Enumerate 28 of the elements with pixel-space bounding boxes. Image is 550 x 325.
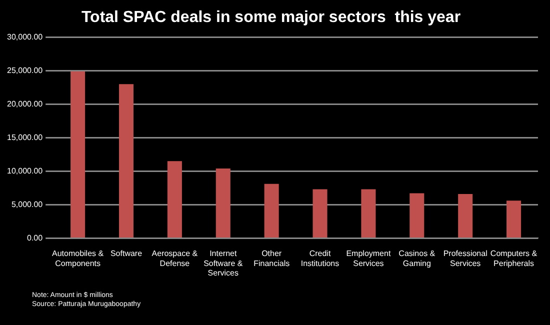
x-tick-label: Credit Institutions: [300, 249, 340, 268]
y-tick-label: 25,000.00: [6, 66, 44, 75]
bar: [264, 184, 279, 238]
x-tick-label: Aerospace & Defense: [152, 249, 198, 268]
x-tick-label: Computers & Peripherals: [490, 249, 538, 268]
chart-title: Total SPAC deals in some major sectors this year: [81, 9, 461, 26]
bar: [167, 161, 182, 238]
x-tick-label: Professional Services: [443, 249, 488, 268]
y-tick-label: 10,000.00: [6, 166, 44, 176]
bar: [118, 84, 134, 238]
bar: [506, 200, 522, 238]
x-tick-label: Software: [110, 249, 143, 258]
y-tick-label: 30,000.00: [6, 32, 44, 42]
x-tick-label: Employment Services: [346, 249, 392, 268]
x-tick-label: Internet Software & Services: [204, 249, 244, 278]
x-tick-label: Casinos & Gaming: [398, 249, 436, 268]
y-tick-label: 0.00: [27, 233, 44, 242]
bar: [312, 189, 328, 238]
bar: [458, 194, 473, 238]
y-tick-label: 5,000.00: [11, 200, 44, 209]
x-tick-label: Automobiles & Components: [52, 249, 104, 268]
bar: [70, 71, 86, 238]
x-tick-label: Other Financials: [254, 249, 290, 268]
bar: [410, 193, 424, 238]
y-tick-label: 15,000.00: [6, 132, 44, 142]
bar: [361, 189, 376, 238]
bar: [216, 168, 230, 238]
y-tick-label: 20,000.00: [6, 99, 44, 108]
